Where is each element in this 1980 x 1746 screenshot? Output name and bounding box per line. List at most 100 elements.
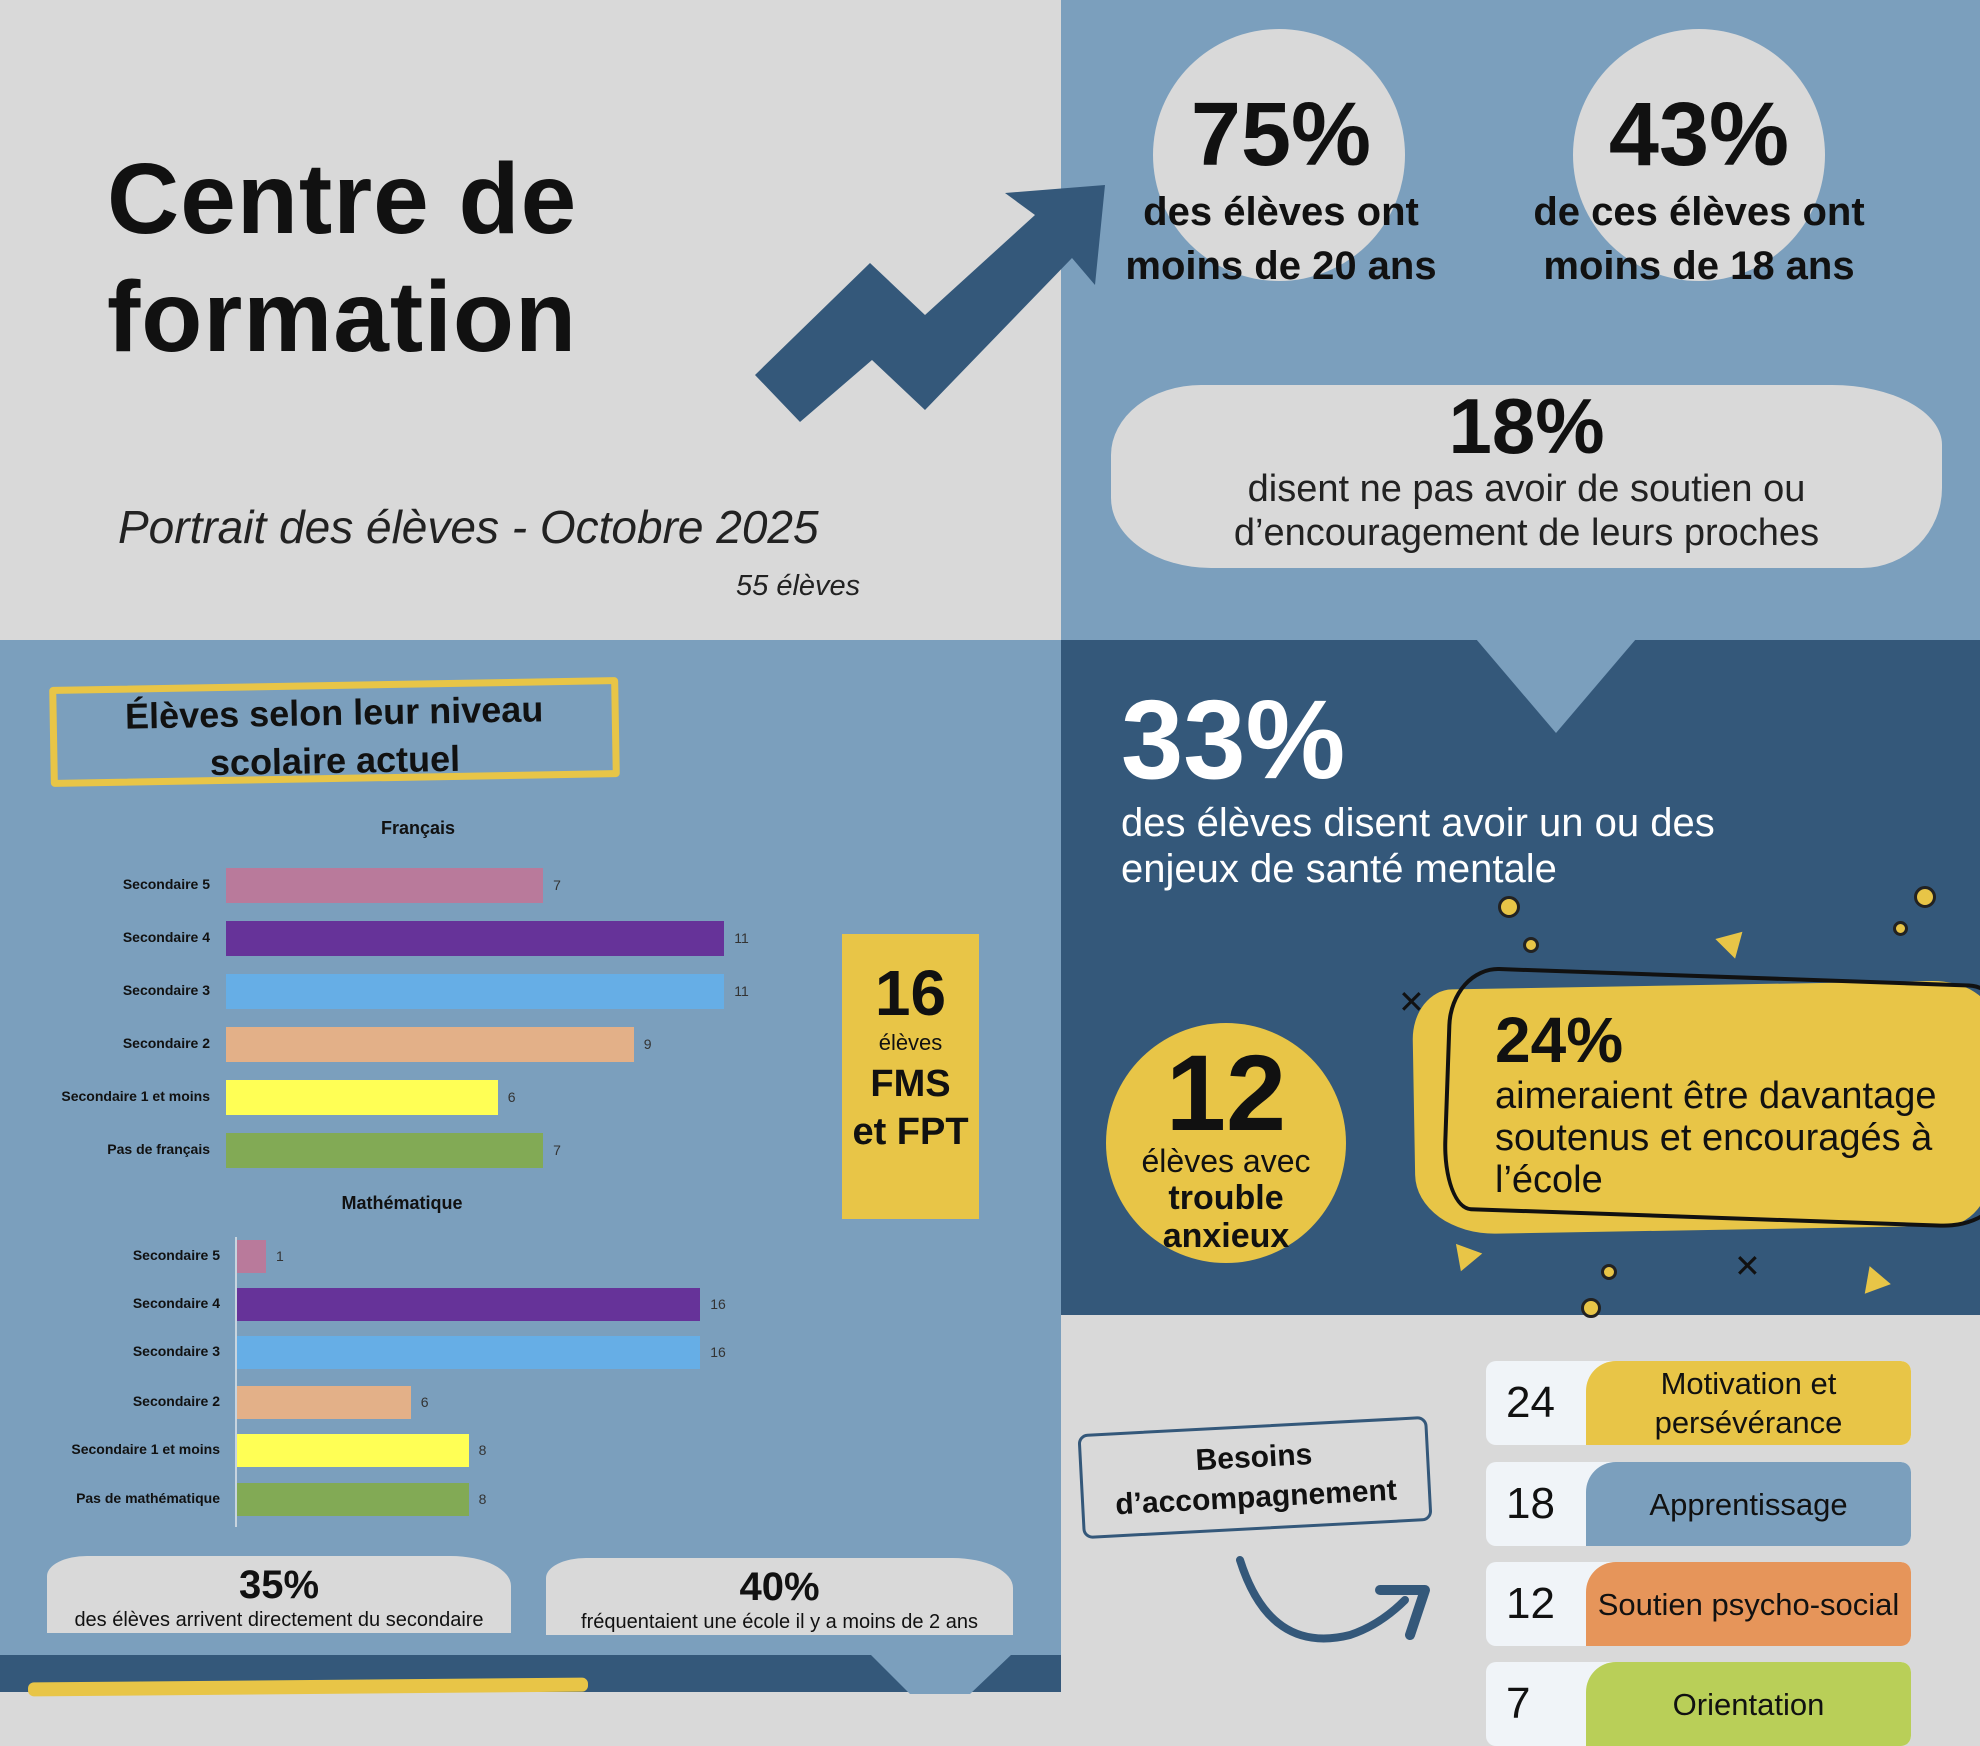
stat-text: enjeux de santé mentale [1121,847,1557,891]
stat-text: élèves avec [1141,1143,1311,1179]
title-line: Élèves selon leur niveau [124,688,544,737]
stat-text: de ces élèves ont [1533,190,1865,234]
stat-value: 18% [1448,382,1605,470]
stat-value: 33% [1121,677,1346,802]
chart-section-title: Élèves selon leur niveau scolaire actuel [49,677,620,787]
chart-title: Mathématique [341,1193,463,1213]
need-label: Motivation et persévérance [1586,1361,1911,1445]
need-label: Orientation [1586,1662,1911,1746]
bar-value: 8 [478,1442,487,1458]
bar-value: 1 [275,1248,284,1264]
need-count: 18 [1506,1479,1555,1528]
bar-label: Secondaire 4 [132,1295,220,1311]
need-count: 12 [1506,1579,1555,1628]
title-line: scolaire actuel [209,737,461,784]
bar [237,1239,266,1273]
bar-value: 6 [420,1394,429,1410]
bar-label: Pas de mathématique [76,1490,220,1506]
stat-value: 12 [1165,1032,1287,1153]
stat-75: 75% des élèves ont moins de 20 ans [1071,85,1491,293]
stat-text: fréquentaient une école il y a moins de … [581,1611,978,1633]
cross-decoration: ✕ [1398,984,1425,1020]
stat-24: 24% aimeraient être davantage soutenus e… [1495,1005,1937,1201]
need-label: Soutien psycho-social [1586,1562,1911,1646]
need-item: 18 Apprentissage [1486,1462,1911,1546]
needs-title: Besoins d’accompagnement [1077,1415,1433,1540]
stat-text: l’école [1495,1159,1603,1201]
dot-decoration [1523,937,1539,953]
stat-text: disent ne pas avoir de soutien ou [1247,468,1806,510]
stat-text: aimeraient être davantage [1495,1075,1937,1117]
dot-decoration [1498,896,1520,918]
need-item: 24 Motivation et persévérance [1486,1361,1911,1445]
chart-title: Français [380,818,456,838]
need-count: 24 [1506,1378,1555,1427]
pointer-triangle [870,1654,1012,1694]
bar [237,1287,701,1321]
stat-text: trouble [1168,1179,1284,1217]
need-count: 7 [1506,1679,1531,1728]
bar-label: Secondaire 2 [122,1035,210,1051]
bar-value: 9 [643,1036,652,1052]
bar-label: Secondaire 3 [122,982,210,998]
stat-value: 16 [874,957,947,1029]
need-item: 12 Soutien psycho-social [1486,1562,1911,1646]
title-line: formation [107,261,578,373]
axis-line [235,1237,237,1527]
stat-33: 33% des élèves disent avoir un ou des en… [1121,680,1715,892]
bar-value: 6 [507,1089,516,1105]
stat-text: des élèves arrivent directement du secon… [74,1609,484,1631]
need-item: 7 Orientation [1486,1662,1911,1746]
stat-text: moins de 20 ans [1125,244,1437,288]
stat-35: 35% des élèves arrivent directement du s… [47,1556,511,1633]
page-title: Centre de formation [107,140,577,376]
dot-decoration [1893,921,1908,936]
stat-text: des élèves disent avoir un ou des [1121,801,1715,845]
stat-40: 40% fréquentaient une école il y a moins… [546,1558,1013,1635]
dot-decoration [1914,886,1936,908]
dot-decoration [1581,1298,1601,1318]
bar-label: Secondaire 1 et moins [61,1088,210,1104]
need-label: Apprentissage [1586,1462,1911,1546]
bar [237,1482,469,1516]
bar [237,1433,469,1467]
student-count: 55 élèves [736,570,861,602]
stat-18: 18% disent ne pas avoir de soutien ou d’… [1111,385,1942,568]
bar-value: 11 [734,930,749,946]
curved-arrow-icon [1236,1556,1430,1643]
stat-text: et FPT [852,1111,969,1153]
stat-text: élèves [878,1030,943,1055]
stat-12: 12 élèves avec trouble anxieux [1106,1023,1346,1263]
bar-value: 11 [734,983,749,999]
bar-label: Secondaire 4 [122,929,210,945]
bar-value: 16 [710,1344,726,1360]
stat-value: 40% [739,1565,820,1609]
bar-value: 7 [553,1142,561,1158]
bar-label: Secondaire 5 [122,876,210,892]
bar-value: 16 [710,1296,726,1312]
stat-text: anxieux [1162,1217,1290,1255]
bar [226,1079,498,1115]
stat-value: 43% [1608,85,1790,185]
page-subtitle: Portrait des élèves - Octobre 2025 [118,501,819,553]
bar [237,1385,411,1419]
stat-circle [1573,29,1825,281]
stat-text: des élèves ont [1143,190,1419,234]
bar [226,1132,544,1168]
dot-decoration [1601,1264,1617,1280]
stat-value: 35% [238,1563,320,1607]
bar-value: 7 [553,877,561,893]
stat-16: 16 élèves FMS et FPT [842,934,979,1219]
stat-text: d’encouragement de leurs proches [1233,512,1820,554]
stat-circle [1153,29,1405,281]
stat-43: 43% de ces élèves ont moins de 18 ans [1489,85,1909,293]
pointer-triangle [1476,639,1636,733]
triangle-decoration [1864,1266,1894,1298]
bar [226,1026,634,1062]
bar [226,920,725,956]
stat-text: FMS [870,1063,951,1105]
bar [237,1335,701,1369]
stat-text: soutenus et encouragés à [1495,1117,1933,1159]
bar-label: Secondaire 1 et moins [71,1441,220,1457]
bar-value: 8 [478,1491,487,1507]
